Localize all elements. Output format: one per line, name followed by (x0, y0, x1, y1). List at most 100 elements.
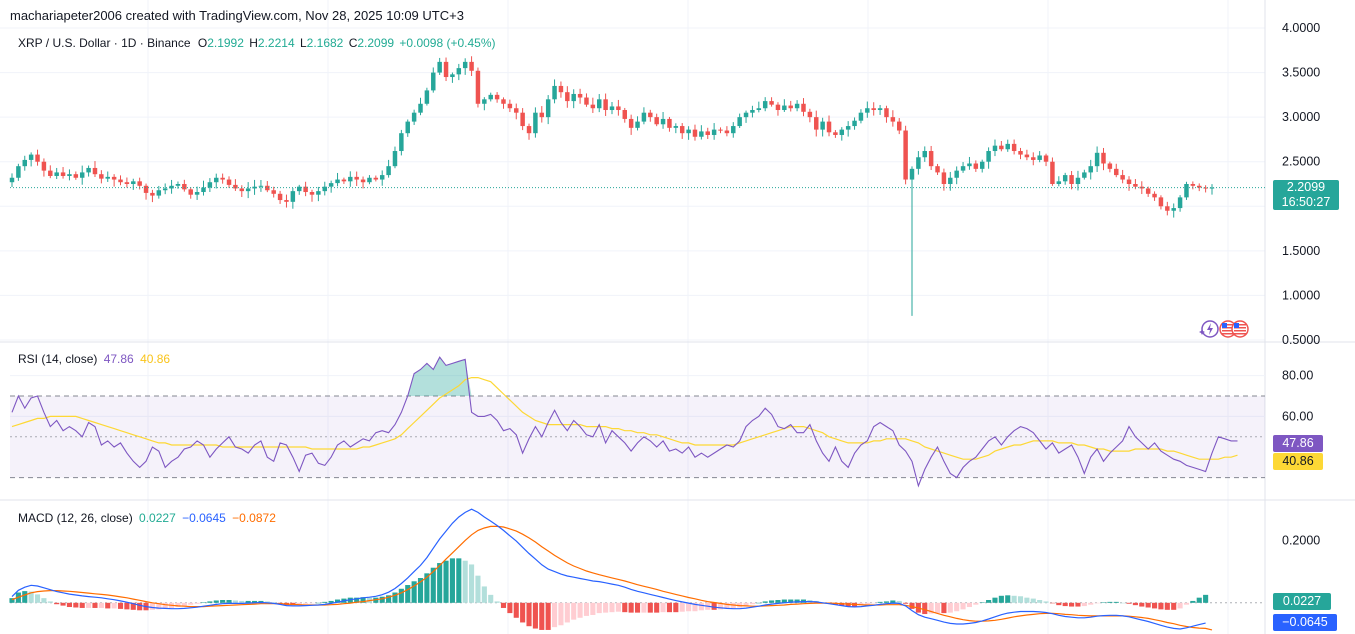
candle-body (1126, 179, 1132, 184)
macd-histogram-bar (303, 602, 309, 604)
macd-histogram-bar (1171, 602, 1177, 610)
candle-body (756, 108, 762, 111)
macd-histogram-bar (1011, 595, 1017, 603)
candle-body (379, 175, 385, 180)
macd-histogram-bar (513, 602, 519, 618)
candles (9, 56, 1265, 316)
macd-histogram-bar (520, 602, 526, 623)
macd-histogram-bar (34, 594, 41, 603)
macd-histogram-bar (692, 602, 698, 612)
macd-histogram-bar (890, 600, 896, 603)
macd-histogram-bar (309, 602, 315, 604)
candle-body (1094, 152, 1100, 167)
symbol-legend[interactable]: XRP / U.S. Dollar · 1D · Binance O2.1992… (18, 36, 496, 50)
candle-body (750, 110, 755, 113)
candle-body (1069, 175, 1074, 184)
candle-body (577, 93, 583, 98)
candle-body (1018, 151, 1023, 155)
candle-body (769, 101, 774, 105)
price-axis[interactable]: 4.0000 3.5000 3.0000 2.5000 1.5000 1.0000 0.50… (1282, 21, 1320, 547)
candle-body (743, 112, 749, 118)
candle-body (565, 92, 570, 102)
macd-histogram-bar (577, 602, 583, 618)
price-tick-label: 4.0000 (1282, 21, 1320, 35)
macd-histogram-bar (79, 602, 85, 608)
macd-histogram-bar (794, 599, 800, 603)
candle-body (201, 187, 206, 193)
candle-body (1005, 143, 1010, 150)
macd-histogram-bar (1024, 597, 1030, 603)
lightning-icon (1199, 320, 1219, 338)
macd-histogram-bar (1158, 602, 1164, 610)
price-tag: 2.2099 16:50:27 (1273, 180, 1339, 210)
candle-body (609, 106, 615, 111)
candle-body (188, 189, 193, 195)
candle-body (1177, 197, 1183, 209)
candle-body (137, 181, 142, 186)
macd-histogram-bar (947, 602, 953, 613)
candle-body (386, 166, 391, 176)
candle-body (979, 161, 985, 169)
macd-histogram-bar (558, 602, 564, 626)
candle-body (328, 183, 334, 187)
candle-body (1024, 154, 1030, 158)
candle-body (597, 99, 602, 109)
macd-histogram-bar (864, 602, 870, 605)
macd-histogram-bar (679, 602, 685, 612)
event-icons[interactable] (1199, 320, 1249, 338)
macd-histogram-bar (571, 602, 577, 620)
candle-body (348, 176, 353, 182)
macd-histogram-bar (1190, 600, 1196, 603)
candle-body (839, 129, 845, 135)
macd-histogram-bar (756, 602, 762, 604)
macd-histogram-bar (973, 602, 979, 605)
candle-body (507, 103, 513, 109)
candle-body (431, 72, 436, 91)
macd-histogram-bar (711, 602, 717, 610)
macd-signal-value: −0.0872 (232, 511, 276, 525)
candle-body (16, 166, 21, 178)
macd-histogram-bar (1081, 602, 1087, 607)
candle-body (762, 101, 768, 109)
candle-body (999, 145, 1004, 150)
candle-body (456, 68, 462, 75)
macd-histogram-bar (596, 602, 602, 614)
macd-histogram-bar (1005, 595, 1011, 603)
macd-histogram-bar (315, 602, 321, 604)
macd-histogram-bar (47, 601, 53, 603)
price-tag-price: 2.2099 (1286, 180, 1326, 194)
macd-legend[interactable]: MACD (12, 26, close) 0.0227 −0.0645 −0.0… (18, 511, 276, 525)
candle-body (175, 184, 181, 186)
candle-body (303, 186, 308, 193)
macd-histogram-bar (488, 594, 494, 603)
macd-histogram-bar (398, 588, 404, 603)
rsi-legend[interactable]: RSI (14, close) 47.86 40.86 (18, 352, 170, 366)
macd-histogram-bar (175, 602, 181, 608)
candle-body (1152, 193, 1157, 198)
candle-body (297, 186, 302, 192)
candle-body (845, 126, 851, 130)
macd-histogram-bar (379, 596, 385, 603)
macd-histogram-bar (539, 602, 545, 630)
candle-body (309, 192, 315, 195)
macd-histogram-bar (749, 602, 755, 605)
credit-text: machariapeter2006 created with TradingVi… (10, 8, 464, 23)
macd-histogram-bar (603, 602, 609, 613)
macd-histogram-bar (966, 602, 972, 608)
candle-body (469, 61, 474, 71)
candle-body (373, 177, 379, 180)
rsi-ma-line (11, 377, 1238, 460)
candle-body (1145, 188, 1151, 194)
candle-body (169, 185, 174, 189)
macd-histogram-bar (590, 602, 596, 615)
candle-body (226, 179, 232, 185)
macd-histogram-bar (1030, 598, 1036, 603)
candle-body (858, 112, 864, 121)
candle-body (884, 108, 889, 118)
macd-histogram-bar (1139, 602, 1145, 607)
flag-stripe (1222, 327, 1234, 329)
rsi-ma-value: 40.86 (140, 352, 171, 366)
ohlc-low: 2.1682 (306, 36, 344, 50)
